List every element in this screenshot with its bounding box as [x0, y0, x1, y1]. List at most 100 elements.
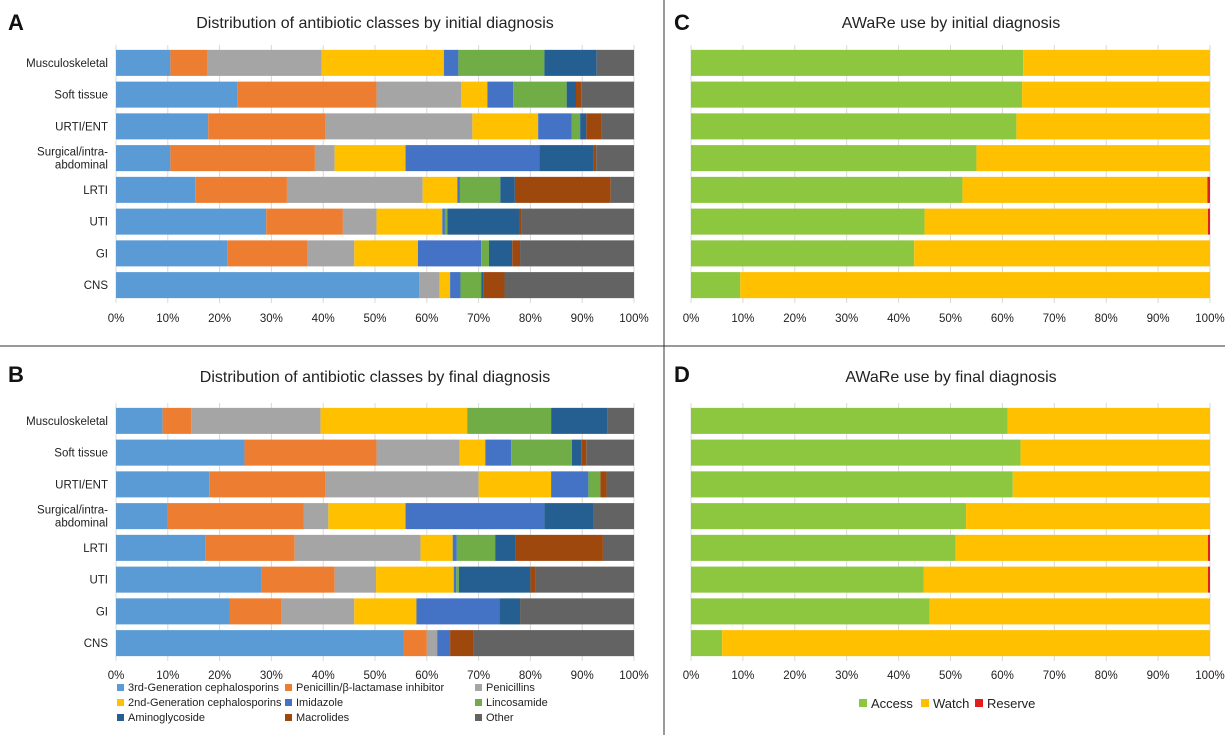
chart-b-bar-urti-ent-macrolides [600, 471, 607, 498]
chart-b-bar-urti-ent-penicillins [325, 471, 479, 498]
chart-b-bar-lrti-other [602, 534, 634, 561]
chart-a-bar-cns-other [504, 272, 634, 299]
legend-label-lincosamide: Lincosamide [486, 697, 548, 709]
legend-swatch-other [475, 714, 482, 721]
legend-swatch-imidazole [285, 699, 292, 706]
chart-c-bar-urti-ent-access [691, 113, 1017, 140]
chart-a-bar-uti-imidazole [442, 208, 445, 235]
chart-b-bar-uti-penicillin-lactamase-inhibitor [261, 566, 335, 593]
chart-c-bar-cns-watch [740, 272, 1210, 299]
chart-d-bar-uti-access [691, 566, 924, 593]
chart-c-bar-cns-access [691, 272, 741, 299]
panel-letter-a: A [8, 10, 24, 35]
chart-a-bar-uti-lincosamide [444, 208, 448, 235]
chart-c-bar-soft-tissue-access [691, 81, 1023, 108]
chart-b-x-tick-label: 90% [571, 670, 594, 682]
chart-c-bar-musculoskeletal-access [691, 49, 1024, 76]
chart-d-bar-urti-ent-access [691, 471, 1013, 498]
legend-swatch-reserve [975, 699, 983, 707]
chart-b-bar-musculoskeletal-3rd-generation-cephalosporins [116, 407, 163, 434]
chart-b-bar-lrti-imidazole [452, 534, 457, 561]
chart-a-bar-cns-imidazole [450, 272, 461, 299]
chart-a-bar-uti-aminoglycoside [447, 208, 520, 235]
chart-a-bar-urti-ent-lincosamide [571, 113, 581, 140]
chart-a-bar-lrti-3rd-generation-cephalosporins [116, 176, 196, 203]
chart-b-bar-musculoskeletal-lincosamide [467, 407, 552, 434]
legend-swatch-access [859, 699, 867, 707]
chart-a-bar-gi-other [520, 240, 634, 267]
chart-b-bar-gi-imidazole [416, 598, 500, 625]
chart-b-bar-soft-tissue-aminoglycoside [571, 439, 582, 466]
chart-c-bar-surgical-intra-abdominal-access [691, 145, 977, 172]
chart-a-bar-soft-tissue-macrolides [575, 81, 582, 108]
chart-d-bar-lrti-access [691, 534, 956, 561]
chart-b-x-tick-label: 80% [519, 670, 542, 682]
chart-b-bar-uti-macrolides [530, 566, 536, 593]
chart-a-bar-urti-ent-macrolides [586, 113, 602, 140]
chart-a-bar-soft-tissue-lincosamide [513, 81, 567, 108]
chart-a-bar-uti-2nd-generation-cephalosporins [376, 208, 443, 235]
chart-a-x-tick-label: 80% [519, 313, 542, 325]
chart-a-plot: Musculoskeletal Soft tissue URTI/ENT Surgic… [26, 45, 649, 325]
chart-c-x-tick-label: 70% [1043, 313, 1066, 325]
chart-c-x-tick-label: 90% [1147, 313, 1170, 325]
chart-b-bar-urti-ent-lincosamide [588, 471, 601, 498]
legend-label-imidazole: Imidazole [296, 697, 343, 709]
chart-a-bar-gi-penicillins [307, 240, 355, 267]
chart-a-bar-urti-ent-other [601, 113, 634, 140]
legend-label-2nd-generation-cephalosporins: 2nd-Generation cephalosporins [128, 697, 282, 709]
chart-c-x-tick-label: 30% [835, 313, 858, 325]
chart-b-category-label: CNS [84, 638, 109, 650]
chart-a-bar-urti-ent-aminoglycoside [580, 113, 587, 140]
chart-a-bar-uti-macrolides [519, 208, 522, 235]
legend-swatch-lincosamide [475, 699, 482, 706]
chart-b-bar-cns-imidazole [437, 630, 451, 657]
chart-b-bar-musculoskeletal-aminoglycoside [551, 407, 608, 434]
chart-c-bar-uti-access [691, 208, 925, 235]
chart-c-x-tick-label: 10% [731, 313, 754, 325]
chart-a-bar-urti-ent-3rd-generation-cephalosporins [116, 113, 209, 140]
chart-b-bar-soft-tissue-other [586, 439, 634, 466]
chart-a-category-label: Surgical/intra-abdominal [37, 147, 108, 172]
chart-b-bar-gi-aminoglycoside [499, 598, 521, 625]
chart-b-bar-surgical-intra-abdominal-penicillins [303, 503, 329, 530]
chart-a-bar-gi-3rd-generation-cephalosporins [116, 240, 228, 267]
chart-c-x-tick-label: 60% [991, 313, 1014, 325]
chart-a-x-tick-label: 40% [312, 313, 335, 325]
chart-c-x-tick-label: 0% [683, 313, 700, 325]
chart-a-bar-musculoskeletal-imidazole [443, 49, 459, 76]
chart-b-bar-uti-penicillins [334, 566, 377, 593]
chart-a-bar-gi-aminoglycoside [488, 240, 513, 267]
legend-swatch-macrolides [285, 714, 292, 721]
chart-a-bar-urti-ent-penicillins [325, 113, 473, 140]
chart-b-bar-uti-lincosamide [456, 566, 459, 593]
chart-a-bar-uti-other [521, 208, 634, 235]
chart-b-bar-surgical-intra-abdominal-aminoglycoside [544, 503, 594, 530]
chart-b-bar-cns-penicillins [426, 630, 438, 657]
chart-b-x-tick-label: 30% [260, 670, 283, 682]
chart-b-bar-cns-macrolides [450, 630, 474, 657]
chart-c-bar-surgical-intra-abdominal-watch [976, 145, 1210, 172]
chart-b-bar-uti-3rd-generation-cephalosporins [116, 566, 262, 593]
chart-d-bar-uti-watch [923, 566, 1208, 593]
chart-a-bar-gi-imidazole [417, 240, 482, 267]
chart-d-x-tick-label: 50% [939, 670, 962, 682]
chart-b-bar-lrti-3rd-generation-cephalosporins [116, 534, 206, 561]
chart-a-bar-gi-macrolides [512, 240, 521, 267]
chart-a-x-tick-label: 90% [571, 313, 594, 325]
legend-label-penicillins: Penicillins [486, 682, 535, 694]
chart-b-bar-soft-tissue-2nd-generation-cephalosporins [459, 439, 486, 466]
panel-b-title: Distribution of antibiotic classes by fi… [200, 369, 550, 386]
legend-label-reserve: Reserve [987, 696, 1035, 711]
chart-b-x-tick-label: 70% [467, 670, 490, 682]
chart-a-category-label: Soft tissue [54, 90, 108, 102]
chart-a-x-tick-label: 50% [363, 313, 386, 325]
chart-d-bar-soft-tissue-watch [1020, 439, 1210, 466]
chart-a-bar-uti-3rd-generation-cephalosporins [116, 208, 267, 235]
chart-b-bar-gi-2nd-generation-cephalosporins [354, 598, 417, 625]
chart-a-bar-soft-tissue-imidazole [487, 81, 514, 108]
legend-label-access: Access [871, 696, 913, 711]
chart-a-x-tick-label: 60% [415, 313, 438, 325]
chart-d-x-tick-label: 70% [1043, 670, 1066, 682]
